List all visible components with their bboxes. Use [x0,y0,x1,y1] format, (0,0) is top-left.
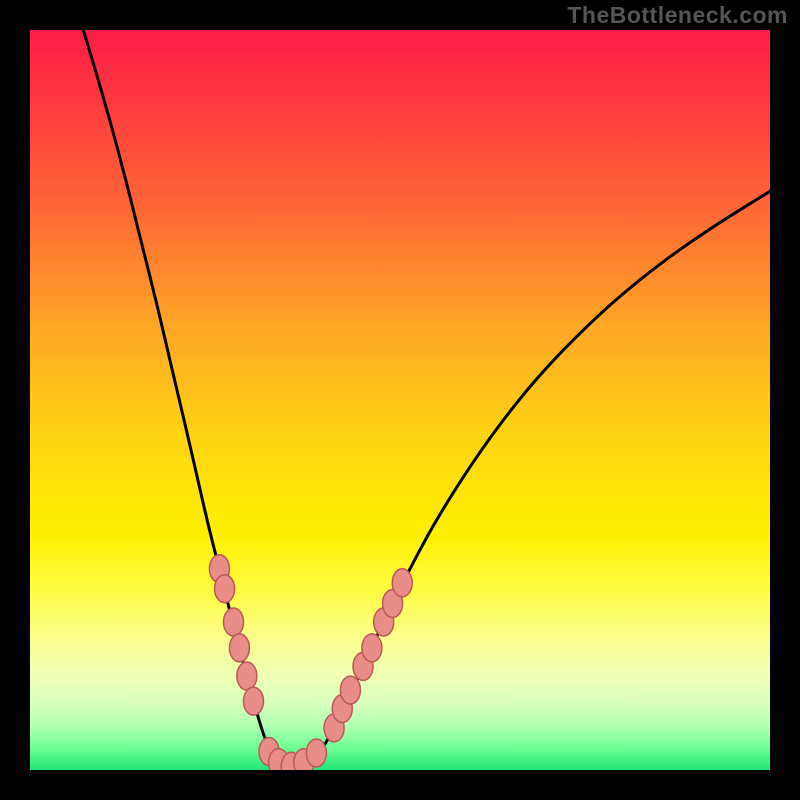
data-marker [224,608,244,636]
data-marker [340,676,360,704]
data-marker [392,569,412,597]
data-marker [243,687,263,715]
gradient-background [30,30,770,770]
data-marker [237,662,257,690]
chart-root: TheBottleneck.com [0,0,800,800]
data-marker [229,634,249,662]
data-marker [362,634,382,662]
plot-area [30,30,770,770]
watermark-label: TheBottleneck.com [567,0,788,30]
data-marker [215,575,235,603]
data-marker [306,739,326,767]
plot-svg [30,30,770,770]
